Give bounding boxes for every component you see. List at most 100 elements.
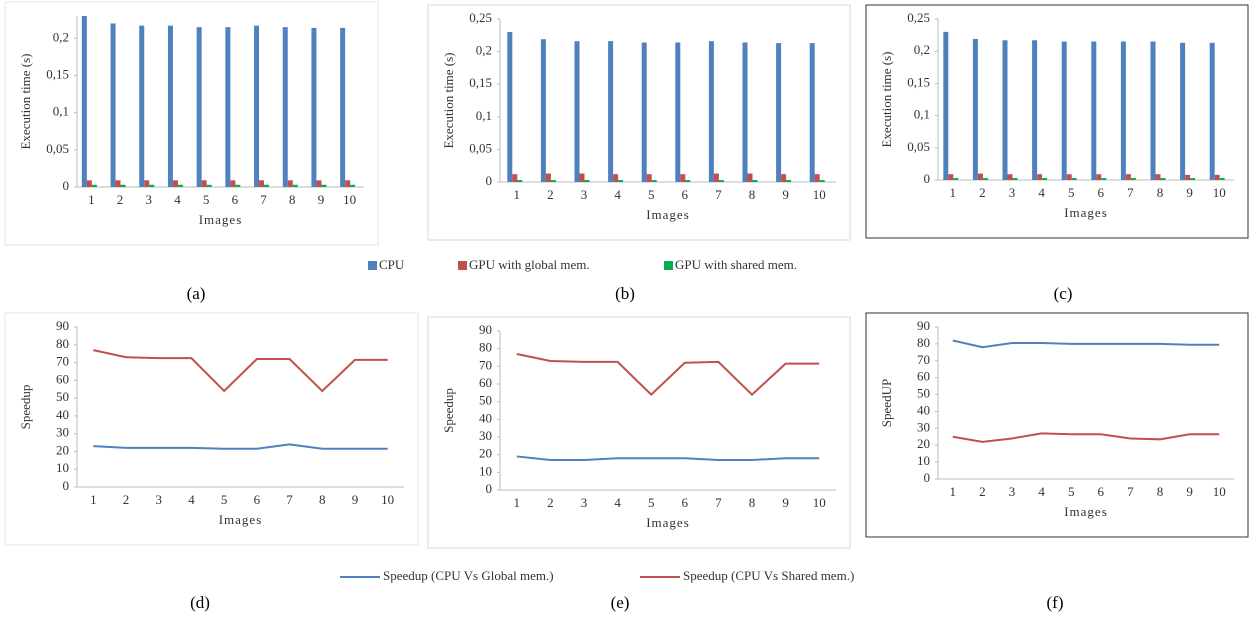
bar (91, 184, 97, 187)
x-tick-label: 7 (286, 492, 293, 507)
bar (708, 41, 714, 182)
panel-border (427, 4, 851, 241)
y-tick-label: 0,05 (46, 141, 69, 156)
y-axis-label: Execution time (s) (18, 53, 33, 149)
y-tick-label: 60 (479, 375, 492, 390)
bar (1209, 42, 1215, 180)
bar (814, 174, 820, 182)
bar (177, 184, 183, 187)
y-axis-label: Execution time (s) (441, 52, 456, 148)
bar (115, 180, 121, 187)
bar (1007, 174, 1013, 180)
caption: (d) (190, 593, 210, 612)
bar (685, 180, 691, 182)
y-tick-label: 40 (56, 407, 69, 422)
bar (1037, 174, 1043, 180)
x-tick-label: 4 (1038, 484, 1045, 499)
y-tick-label: 10 (479, 463, 492, 478)
y-tick-label: 0,05 (907, 139, 930, 154)
x-tick-label: 2 (547, 495, 554, 510)
bar (172, 180, 178, 187)
y-tick-label: 0 (486, 481, 493, 496)
bar (167, 25, 173, 187)
line (93, 443, 388, 450)
bar (1012, 178, 1018, 180)
y-tick-label: 80 (56, 336, 69, 351)
x-tick-label: 6 (254, 492, 261, 507)
y-tick-label: 30 (56, 425, 69, 440)
y-tick-label: 0,1 (476, 108, 492, 123)
bar (149, 184, 155, 187)
x-tick-label: 6 (682, 495, 689, 510)
bar (512, 174, 518, 182)
x-tick-label: 8 (1157, 484, 1164, 499)
x-axis-label: Images (1064, 205, 1108, 220)
bar (1160, 178, 1166, 180)
bar (321, 184, 327, 187)
bar (287, 180, 293, 187)
x-tick-label: 3 (156, 492, 163, 507)
y-tick-label: 0,1 (914, 107, 930, 122)
bar (646, 174, 652, 182)
x-tick-label: 2 (117, 192, 124, 207)
x-tick-label: 8 (319, 492, 326, 507)
bar (781, 174, 787, 182)
bar (86, 180, 92, 187)
x-tick-label: 10 (813, 495, 826, 510)
y-tick-label: 30 (479, 428, 492, 443)
y-tick-label: 20 (479, 446, 492, 461)
bar (651, 180, 657, 182)
bar (977, 173, 983, 180)
x-tick-label: 9 (1186, 484, 1193, 499)
line (952, 432, 1220, 443)
bar (1120, 41, 1126, 180)
y-tick-label: 0,1 (53, 104, 69, 119)
bar (235, 184, 241, 187)
y-tick-label: 0 (486, 173, 493, 188)
panel-border (427, 316, 851, 549)
bar (1125, 174, 1131, 180)
line (93, 349, 388, 393)
y-tick-label: 60 (56, 371, 69, 386)
legend-label: GPU with shared mem. (675, 257, 797, 272)
x-tick-label: 9 (352, 492, 359, 507)
bar (680, 174, 686, 182)
bar (550, 180, 556, 182)
bar (340, 27, 346, 187)
x-tick-label: 1 (950, 484, 957, 499)
legend-label: CPU (379, 257, 405, 272)
bar (747, 173, 753, 182)
x-tick-label: 7 (715, 495, 722, 510)
bar (742, 42, 748, 182)
line (516, 455, 820, 461)
x-tick-label: 3 (1009, 484, 1016, 499)
x-axis-label: Images (219, 512, 263, 527)
y-tick-label: 70 (479, 357, 492, 372)
y-tick-label: 50 (917, 386, 930, 401)
bar (1180, 42, 1186, 180)
y-tick-label: 0,2 (914, 42, 930, 57)
bar (292, 184, 298, 187)
x-tick-label: 10 (343, 192, 356, 207)
caption: (b) (615, 284, 635, 303)
y-axis-label: Execution time (s) (879, 51, 894, 147)
x-tick-label: 10 (1213, 484, 1226, 499)
y-tick-label: 0,25 (469, 10, 492, 25)
x-tick-label: 4 (1038, 185, 1045, 200)
x-tick-label: 4 (174, 192, 181, 207)
y-tick-label: 80 (917, 335, 930, 350)
y-tick-label: 0,2 (476, 43, 492, 58)
panel-border (4, 1, 379, 246)
y-tick-label: 10 (56, 460, 69, 475)
x-tick-label: 2 (979, 484, 986, 499)
x-tick-label: 5 (1068, 185, 1075, 200)
bar (819, 180, 825, 182)
caption: (f) (1047, 593, 1064, 612)
x-tick-label: 7 (260, 192, 267, 207)
bar (1150, 41, 1156, 180)
bar (1130, 178, 1136, 180)
x-tick-label: 6 (682, 187, 689, 202)
x-tick-label: 8 (749, 495, 756, 510)
legend-swatch (664, 261, 673, 270)
x-tick-label: 6 (232, 192, 239, 207)
